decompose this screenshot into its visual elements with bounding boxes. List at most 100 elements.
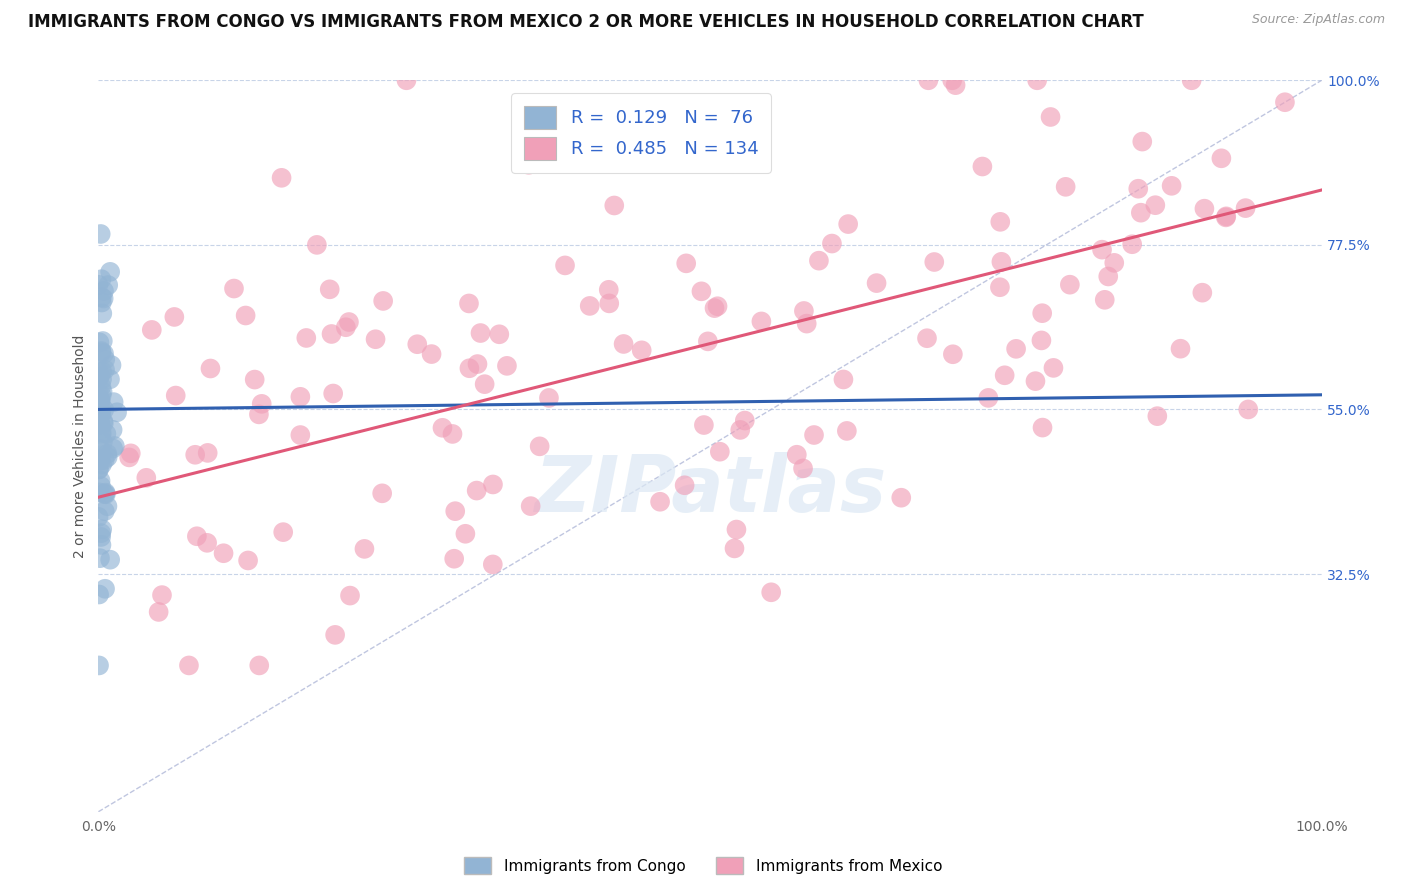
Point — [103, 395, 125, 409]
Point — [465, 483, 488, 498]
Point — [630, 343, 652, 358]
Point — [90, 379, 112, 393]
Point — [598, 283, 620, 297]
Point — [87, 453, 110, 467]
Point — [1215, 211, 1237, 225]
Point — [603, 198, 626, 212]
Point — [94, 582, 117, 596]
Point — [1102, 256, 1125, 270]
Point — [150, 588, 173, 602]
Point — [988, 280, 1011, 294]
Point — [990, 254, 1012, 268]
Point — [488, 327, 510, 342]
Point — [90, 344, 112, 359]
Point — [977, 391, 1000, 405]
Point — [917, 73, 939, 87]
Point — [93, 402, 115, 417]
Point — [972, 160, 994, 174]
Point — [135, 471, 157, 485]
Text: ZIPatlas: ZIPatlas — [534, 452, 886, 528]
Point — [482, 558, 505, 572]
Point — [89, 551, 111, 566]
Point — [98, 372, 121, 386]
Point — [290, 390, 312, 404]
Point — [93, 487, 115, 501]
Point — [295, 331, 318, 345]
Point — [915, 331, 938, 345]
Point — [90, 394, 112, 409]
Point — [922, 255, 945, 269]
Point — [94, 487, 117, 501]
Point — [1042, 360, 1064, 375]
Point — [163, 310, 186, 324]
Point — [696, 334, 718, 349]
Point — [1024, 374, 1046, 388]
Point — [91, 522, 114, 536]
Point — [91, 334, 114, 348]
Point — [1097, 269, 1119, 284]
Point — [101, 442, 124, 456]
Point — [945, 78, 967, 92]
Point — [793, 304, 815, 318]
Point — [578, 299, 600, 313]
Point — [90, 453, 112, 467]
Point — [1059, 277, 1081, 292]
Point — [93, 284, 115, 298]
Point — [322, 386, 344, 401]
Point — [339, 589, 361, 603]
Point — [441, 426, 464, 441]
Point — [821, 236, 844, 251]
Point — [186, 529, 208, 543]
Point — [1128, 182, 1150, 196]
Point — [90, 425, 112, 440]
Point — [101, 423, 124, 437]
Point — [554, 259, 576, 273]
Point — [91, 365, 114, 379]
Point — [353, 541, 375, 556]
Point — [89, 417, 111, 431]
Point — [104, 439, 127, 453]
Y-axis label: 2 or more Vehicles in Household: 2 or more Vehicles in Household — [73, 334, 87, 558]
Point — [1031, 420, 1053, 434]
Point — [454, 526, 477, 541]
Point — [1054, 179, 1077, 194]
Point — [444, 504, 467, 518]
Point — [87, 369, 110, 384]
Point — [94, 362, 117, 376]
Point — [1031, 334, 1053, 348]
Point — [100, 358, 122, 372]
Point — [89, 392, 111, 407]
Point — [648, 494, 671, 508]
Point — [305, 238, 328, 252]
Point — [1031, 306, 1053, 320]
Point — [1144, 198, 1167, 212]
Point — [988, 215, 1011, 229]
Point — [271, 525, 294, 540]
Point — [93, 292, 115, 306]
Point — [90, 479, 112, 493]
Point — [87, 587, 110, 601]
Point — [673, 478, 696, 492]
Point — [96, 426, 118, 441]
Point — [90, 474, 112, 488]
Point — [1194, 202, 1216, 216]
Point — [98, 552, 121, 566]
Point — [474, 377, 496, 392]
Point — [197, 446, 219, 460]
Point — [87, 365, 110, 379]
Point — [89, 485, 111, 500]
Point — [371, 486, 394, 500]
Point — [90, 410, 112, 425]
Point — [89, 401, 111, 416]
Point — [890, 491, 912, 505]
Point — [165, 388, 187, 402]
Point — [835, 424, 858, 438]
Point — [517, 158, 540, 172]
Point — [105, 405, 128, 419]
Point — [93, 415, 115, 429]
Point — [90, 227, 112, 241]
Point — [1234, 201, 1257, 215]
Point — [467, 357, 489, 371]
Point — [118, 450, 141, 465]
Point — [1130, 135, 1153, 149]
